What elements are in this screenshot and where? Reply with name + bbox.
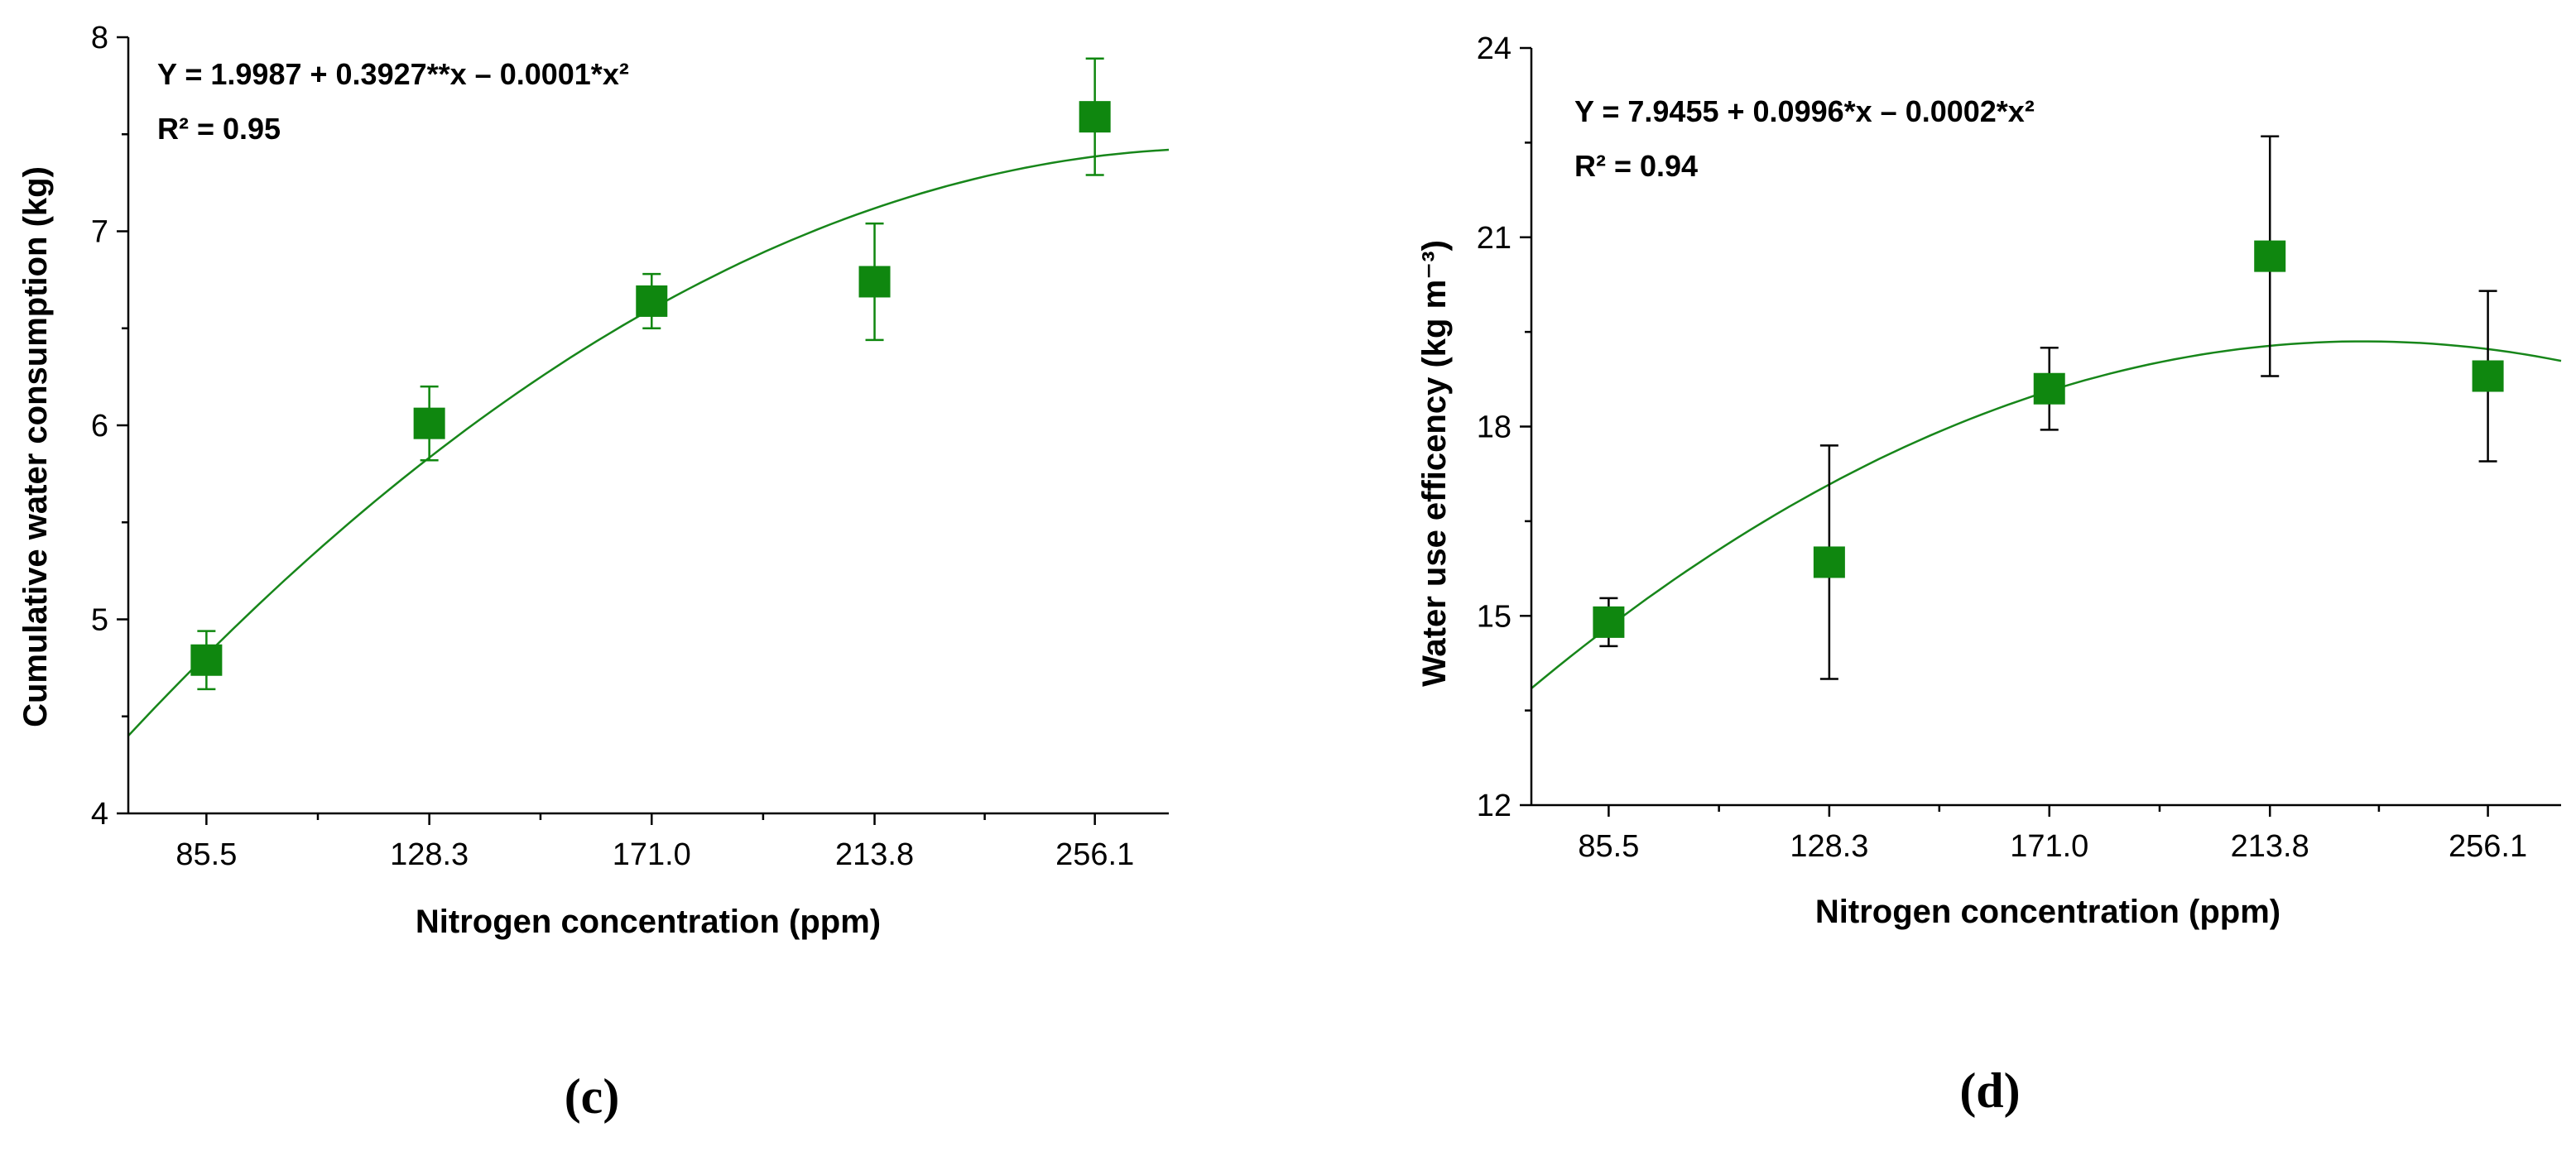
panel-c-chart: Y = 1.9987 + 0.3927**x – 0.0001*x² R² = … <box>17 21 1170 1124</box>
panel-d-y-tick-label: 24 <box>1477 31 1511 66</box>
panel-d-x-tick-label: 128.3 <box>1790 829 1868 864</box>
panel-c-data-point <box>1079 101 1111 133</box>
panel-c-x-tick-label: 85.5 <box>175 837 237 872</box>
panel-d-y-tick-label: 12 <box>1477 789 1511 823</box>
panel-d-x-tick-label: 256.1 <box>2449 829 2527 864</box>
panel-c-r-squared: R² = 0.95 <box>157 112 281 146</box>
panel-c-data-point <box>858 266 891 298</box>
panel-d-x-tick-label: 85.5 <box>1578 829 1639 864</box>
panel-c-x-axis-title: Nitrogen concentration (ppm) <box>416 904 881 940</box>
panel-c-y-tick-label: 8 <box>91 21 108 55</box>
panel-d-y-tick-label: 18 <box>1477 410 1511 445</box>
panel-d-data-point <box>2472 360 2504 392</box>
panel-c-y-tick-label: 5 <box>91 603 108 638</box>
panel-d-data-point <box>2033 372 2065 405</box>
panel-d-chart: Y = 7.9455 + 0.0996*x – 0.0002*x² R² = 0… <box>1416 31 2562 1118</box>
panel-c-fit-curve <box>127 148 1170 737</box>
panel-c-y-axis-title: Cumulative water consumption (kg) <box>17 166 54 727</box>
panel-c-x-tick-label: 256.1 <box>1055 837 1134 872</box>
panel-c-x-tick-labels: 85.5 128.3 171.0 213.8 256.1 <box>175 813 1134 872</box>
panel-d-data-point <box>2254 240 2286 272</box>
panel-c-x-tick-label: 171.0 <box>613 837 691 872</box>
panel-c-data-point <box>190 644 223 676</box>
panel-c-x-tick-label: 213.8 <box>835 837 914 872</box>
panel-d-x-axis-title: Nitrogen concentration (ppm) <box>1815 894 2280 930</box>
panel-d-y-tick-label: 21 <box>1477 221 1511 256</box>
panel-c-label: (c) <box>565 1069 620 1124</box>
panel-d-equation: Y = 7.9455 + 0.0996*x – 0.0002*x² <box>1574 94 2035 128</box>
panel-c-equation: Y = 1.9987 + 0.3927**x – 0.0001*x² <box>157 57 629 91</box>
panel-c-data-marks <box>127 57 1170 737</box>
panel-c-data-point <box>636 285 668 317</box>
panel-c-y-tick-labels: 4 5 6 7 8 <box>91 21 128 832</box>
panel-d-label: (d) <box>1959 1063 2020 1118</box>
panel-c-y-tick-label: 4 <box>91 797 108 832</box>
panel-d-x-tick-label: 213.8 <box>2231 829 2309 864</box>
panel-d-x-tick-labels: 85.5 128.3 171.0 213.8 256.1 <box>1578 805 2527 864</box>
panel-d-y-axis-title: Water use efficency (kg m⁻³) <box>1416 240 1453 687</box>
panel-c-data-point <box>413 407 445 439</box>
panel-c-x-tick-label: 128.3 <box>390 837 469 872</box>
panel-d-y-tick-label: 15 <box>1477 599 1511 634</box>
panel-d-data-point <box>1593 606 1625 638</box>
panel-c-y-tick-label: 6 <box>91 409 108 444</box>
panel-d-data-marks <box>1531 135 2562 689</box>
panel-d-data-point <box>1813 546 1845 578</box>
panel-d-r-squared: R² = 0.94 <box>1574 149 1698 183</box>
panel-c-y-tick-label: 7 <box>91 215 108 250</box>
panel-d-y-tick-labels: 12 15 18 21 24 <box>1477 31 1531 823</box>
panel-d-x-tick-label: 171.0 <box>2010 829 2088 864</box>
